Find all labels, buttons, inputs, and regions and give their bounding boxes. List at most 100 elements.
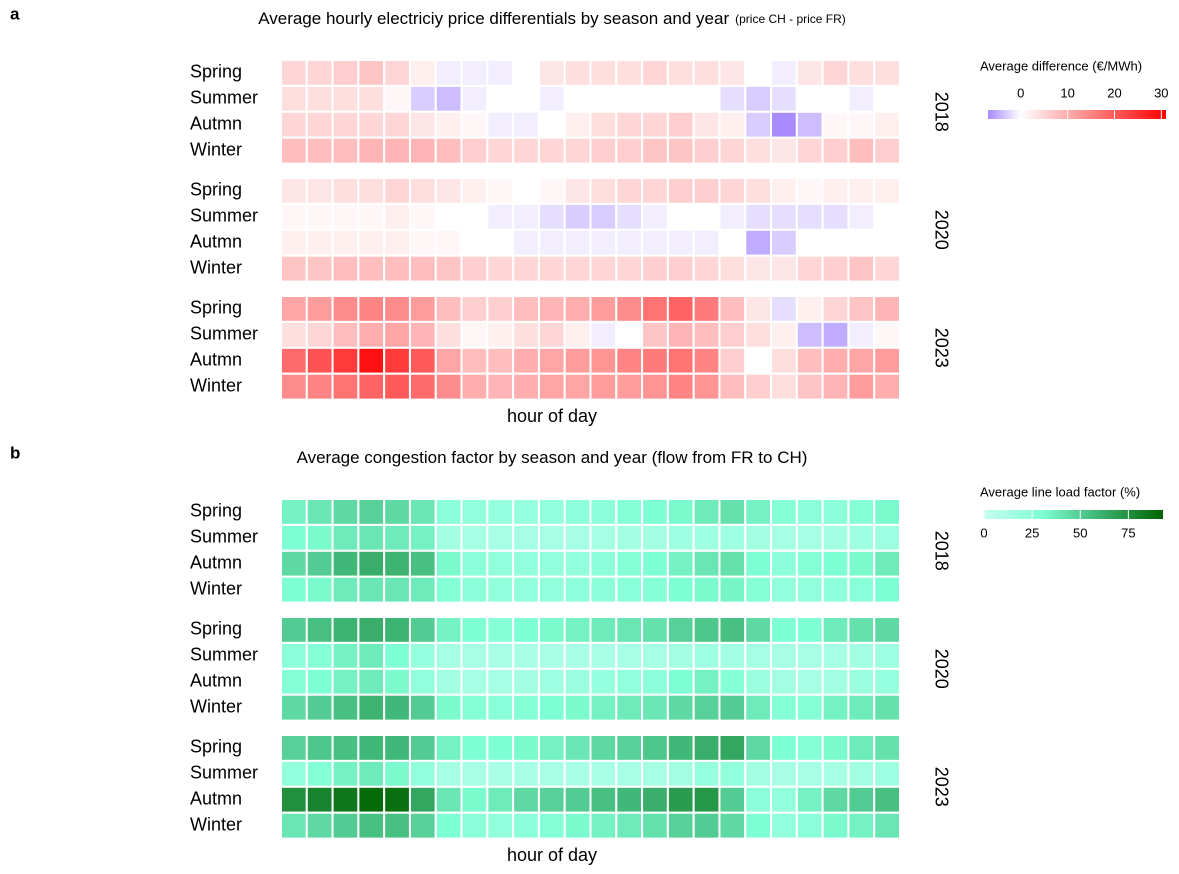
colorbar-tick-label: 0	[980, 525, 987, 540]
heat-cell	[873, 110, 901, 139]
heat-cell	[512, 202, 540, 231]
row-label: Winter	[190, 814, 242, 834]
heat-cell	[873, 549, 901, 578]
heat-cell	[770, 84, 798, 113]
heat-cell	[305, 641, 334, 670]
heat-cell	[331, 228, 360, 257]
heat-cell	[847, 228, 876, 257]
heat-cell	[537, 136, 566, 165]
heat-cell	[486, 295, 515, 323]
heat-cell	[744, 667, 773, 696]
heat-cell	[821, 759, 850, 788]
heat-cell	[666, 84, 695, 113]
heat-cell	[305, 136, 334, 165]
heat-cell	[331, 346, 360, 375]
heat-cell	[718, 575, 747, 604]
heat-cell	[280, 734, 308, 762]
heat-cell	[795, 498, 824, 526]
heat-cell	[641, 110, 669, 139]
heat-cell	[744, 346, 773, 375]
heat-cell	[589, 641, 618, 670]
heat-cell	[692, 498, 721, 526]
heat-cell	[718, 693, 747, 722]
heat-cell	[486, 202, 515, 231]
heat-cell	[486, 59, 515, 87]
heat-cell	[589, 346, 618, 375]
heat-cell	[486, 346, 515, 375]
heat-cell	[383, 811, 411, 840]
heat-cell	[357, 228, 386, 257]
heat-cell	[770, 59, 798, 87]
heat-cell	[821, 498, 850, 526]
heat-cell	[305, 693, 334, 722]
heat-cell	[718, 734, 747, 762]
heat-cell	[512, 575, 540, 604]
heat-cell	[615, 372, 644, 401]
heat-cell	[821, 346, 850, 375]
heat-cell	[744, 549, 773, 578]
heat-cell	[357, 523, 386, 552]
row-label: Summer	[190, 645, 258, 665]
heat-cell	[770, 372, 798, 401]
heat-cell	[408, 498, 437, 526]
heat-cell	[718, 667, 747, 696]
heat-cell	[331, 84, 360, 113]
heat-cell	[615, 346, 644, 375]
chart-title: Average hourly electriciy price differen…	[258, 9, 846, 28]
heat-cell	[512, 59, 540, 87]
heat-cell	[331, 693, 360, 722]
heat-cell	[563, 811, 592, 840]
heat-cell	[357, 177, 386, 205]
heat-cell	[770, 346, 798, 375]
heat-cell	[537, 254, 566, 283]
colorbar-tick-label: 30	[1154, 85, 1168, 100]
heat-cell	[460, 136, 489, 165]
heat-cell	[305, 59, 334, 87]
heat-cell	[692, 734, 721, 762]
heat-cell	[537, 228, 566, 257]
heat-cell	[795, 641, 824, 670]
heat-cell	[537, 320, 566, 349]
heat-cell	[460, 372, 489, 401]
heat-cell	[563, 759, 592, 788]
heat-cell	[589, 811, 618, 840]
heat-cell	[821, 693, 850, 722]
colorbar-tick-label: 20	[1107, 85, 1121, 100]
heat-cell	[718, 84, 747, 113]
heat-cell	[512, 498, 540, 526]
heat-cell	[589, 734, 618, 762]
heat-cell	[641, 693, 669, 722]
row-label: Summer	[190, 206, 258, 226]
heat-cell	[744, 498, 773, 526]
heat-cell	[305, 110, 334, 139]
heat-cell	[434, 785, 463, 814]
heat-cell	[383, 575, 411, 604]
heat-cell	[770, 177, 798, 205]
heat-cell	[537, 523, 566, 552]
heat-cell	[434, 228, 463, 257]
heat-cell	[305, 811, 334, 840]
heat-cell	[305, 346, 334, 375]
heat-cell	[718, 254, 747, 283]
heat-cell	[718, 498, 747, 526]
heat-cell	[666, 549, 695, 578]
heat-cell	[589, 785, 618, 814]
heat-cell	[873, 523, 901, 552]
heat-cell	[408, 136, 437, 165]
heat-cell	[770, 811, 798, 840]
heat-cell	[821, 575, 850, 604]
heat-cell	[847, 523, 876, 552]
heat-cell	[357, 372, 386, 401]
row-label: Autmn	[190, 671, 242, 691]
heat-cell	[460, 811, 489, 840]
row-label: Spring	[190, 501, 242, 521]
heat-cell	[744, 254, 773, 283]
heat-cell	[383, 498, 411, 526]
heat-cell	[486, 372, 515, 401]
heat-cell	[408, 228, 437, 257]
heat-cell	[744, 136, 773, 165]
heat-cell	[795, 295, 824, 323]
heat-cell	[408, 667, 437, 696]
heat-cell	[357, 498, 386, 526]
heat-cell	[795, 320, 824, 349]
